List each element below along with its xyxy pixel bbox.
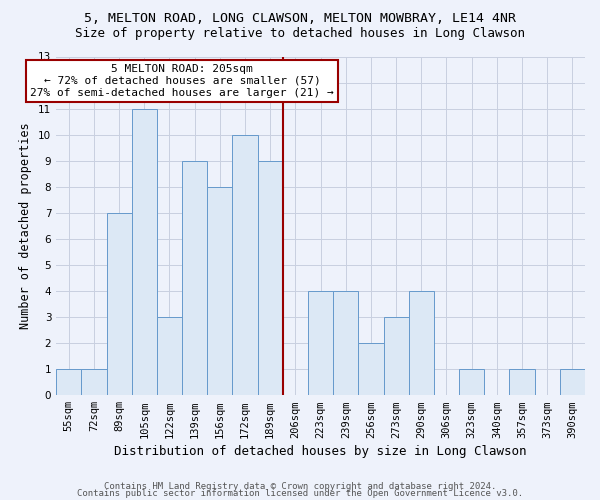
Bar xyxy=(383,317,409,395)
Bar xyxy=(232,134,257,395)
Bar xyxy=(333,291,358,395)
Bar xyxy=(358,343,383,395)
Text: Size of property relative to detached houses in Long Clawson: Size of property relative to detached ho… xyxy=(75,28,525,40)
Bar xyxy=(82,369,107,395)
Bar xyxy=(132,108,157,395)
Bar xyxy=(308,291,333,395)
Bar xyxy=(409,291,434,395)
Bar xyxy=(182,160,207,395)
Bar xyxy=(459,369,484,395)
Bar xyxy=(207,187,232,395)
Bar xyxy=(560,369,585,395)
Y-axis label: Number of detached properties: Number of detached properties xyxy=(19,122,32,329)
Text: 5, MELTON ROAD, LONG CLAWSON, MELTON MOWBRAY, LE14 4NR: 5, MELTON ROAD, LONG CLAWSON, MELTON MOW… xyxy=(84,12,516,26)
Text: Contains HM Land Registry data © Crown copyright and database right 2024.: Contains HM Land Registry data © Crown c… xyxy=(104,482,496,491)
Bar xyxy=(509,369,535,395)
Bar xyxy=(56,369,82,395)
Bar xyxy=(107,213,132,395)
Bar xyxy=(257,160,283,395)
Text: Contains public sector information licensed under the Open Government Licence v3: Contains public sector information licen… xyxy=(77,490,523,498)
X-axis label: Distribution of detached houses by size in Long Clawson: Distribution of detached houses by size … xyxy=(115,444,527,458)
Text: 5 MELTON ROAD: 205sqm
← 72% of detached houses are smaller (57)
27% of semi-deta: 5 MELTON ROAD: 205sqm ← 72% of detached … xyxy=(30,64,334,98)
Bar xyxy=(157,317,182,395)
